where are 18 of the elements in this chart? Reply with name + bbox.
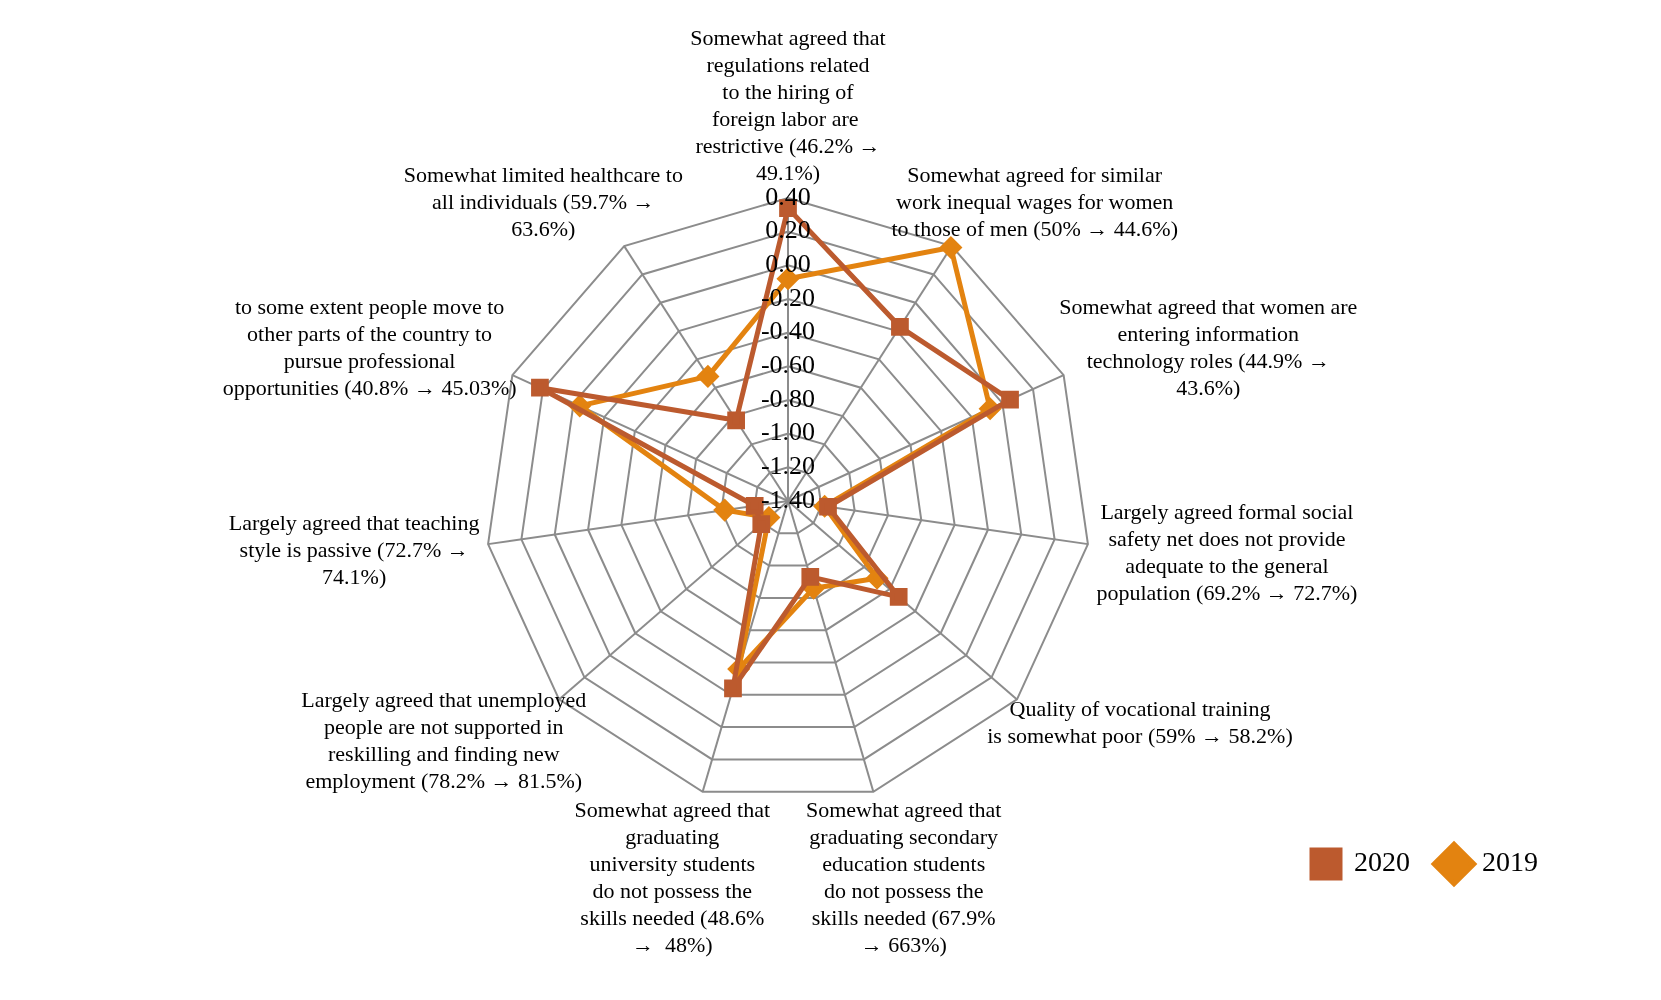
spoke-label: Somewhat agreed that graduating secondary education students do not possess the skills needed (67.9% → 663%) — [805, 797, 1002, 958]
y-tick-label: -0.80 — [760, 383, 816, 413]
spoke-label: Somewhat agreed that graduating university students do not possess the skills needed (48.6% → 48%) — [574, 797, 771, 958]
spoke-label: Somewhat agreed for similar work inequal wages for women to those of men (50% → 44.6%) — [891, 162, 1178, 242]
spoke-label: Somewhat agreed that women are entering information technology roles (44.9% → 43.6%) — [1059, 293, 1358, 400]
legend-label: 2020 — [1354, 846, 1410, 878]
y-tick-label: -1.00 — [760, 417, 816, 447]
y-tick-label: -1.40 — [760, 484, 816, 514]
spoke-label: Somewhat limited healthcare to all individuals (59.7% → 63.6%) — [403, 162, 683, 242]
spoke-label: Quality of vocational training is somewhat poor (59% → 58.2%) — [987, 695, 1293, 748]
y-tick-label: -0.60 — [760, 350, 816, 380]
spoke-label: to some extent people move to other parts of the country to pursue professional opportunities (40.8% → 45.03%) — [222, 293, 517, 400]
y-tick-label: -1.20 — [760, 451, 816, 481]
spoke-label: Largely agreed that teaching style is passive (72.7% → 74.1%) — [228, 510, 480, 590]
spoke-label: Largely agreed that unemployed people are not supported in reskilling and finding new employment (78.2% → 81.5%) — [301, 686, 587, 793]
y-tick-label: -0.40 — [760, 316, 816, 346]
spoke-label: Largely agreed formal social safety net does not provide adequate to the general population (69.2% → 72.7%) — [1096, 498, 1358, 605]
legend-label: 2019 — [1482, 846, 1538, 878]
